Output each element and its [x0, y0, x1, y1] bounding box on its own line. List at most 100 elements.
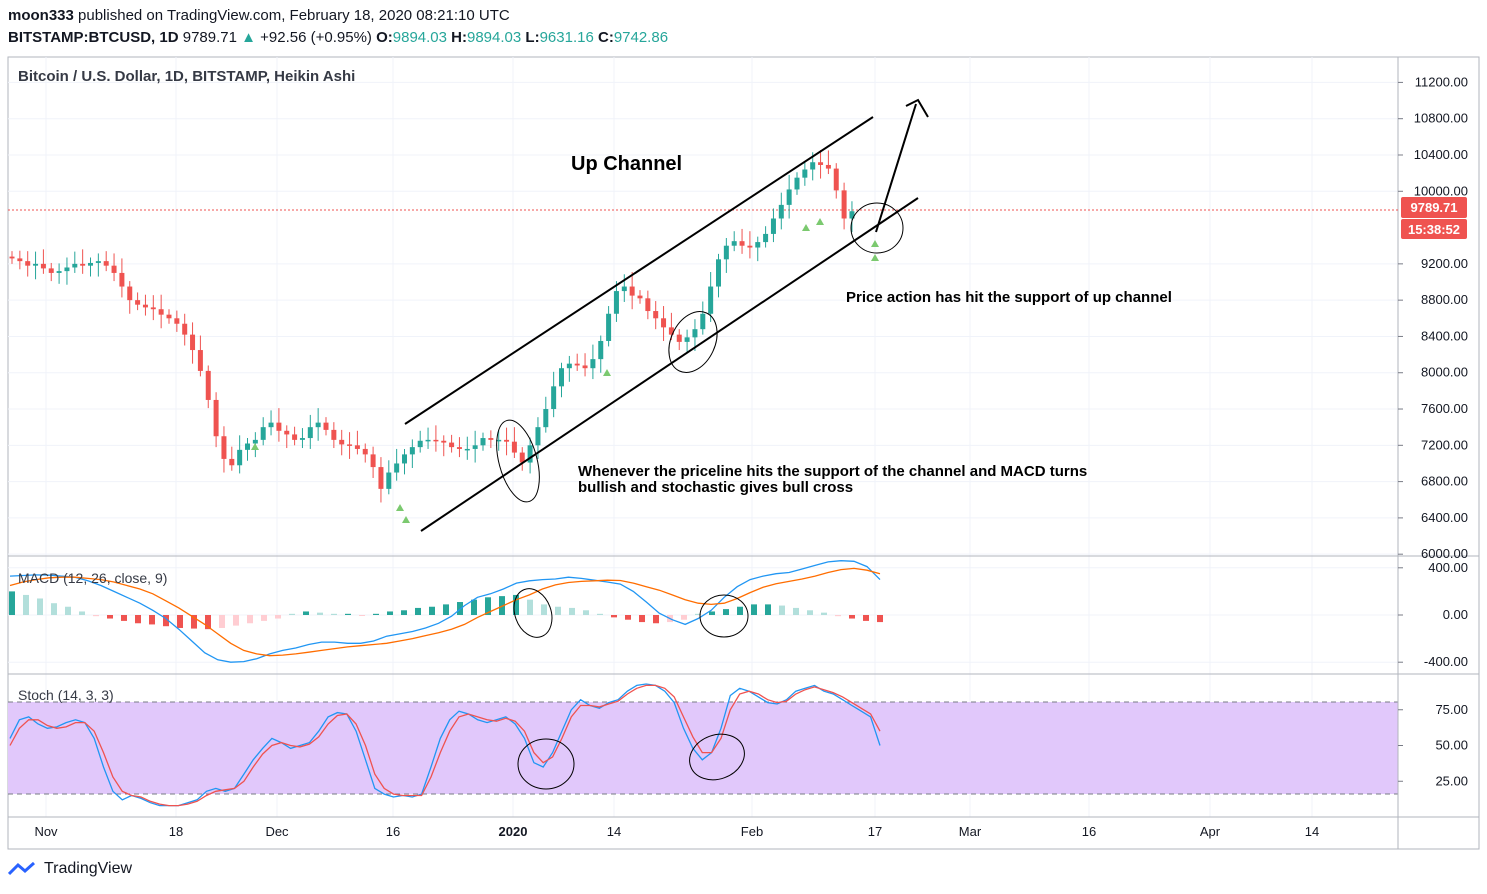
macd-bar — [387, 611, 393, 615]
macd-bar — [541, 604, 547, 615]
time-axis: Nov 18 Dec 16 2020 14 Feb 17 Mar 16 Apr 14 — [34, 824, 1319, 839]
candle-body — [629, 286, 635, 296]
macd-bar — [877, 615, 883, 623]
breakout-arrow-line[interactable] — [875, 103, 917, 233]
candle-body — [833, 168, 839, 191]
x-tick-label: 16 — [386, 824, 400, 839]
x-tick-label: 2020 — [499, 824, 528, 839]
macd-bar — [135, 615, 141, 624]
high-label: H: — [451, 29, 467, 46]
last-price-tag-label: 9789.71 — [1411, 200, 1458, 215]
candle-body — [119, 272, 125, 287]
triangle-up-icon — [402, 516, 410, 523]
macd-title: MACD (12, 26, close, 9) — [18, 570, 167, 586]
author-name[interactable]: moon333 — [8, 7, 74, 24]
candle-body — [590, 359, 596, 369]
candle-body — [158, 309, 164, 315]
x-tick-label: 17 — [868, 824, 882, 839]
candle-body — [48, 268, 54, 273]
candle-body — [354, 445, 360, 449]
candle-body — [64, 267, 70, 272]
macd-bar — [723, 609, 729, 615]
candle-body — [786, 189, 792, 205]
candle-body — [684, 337, 690, 342]
indicator-lines — [9, 560, 881, 807]
macd-bar — [149, 615, 155, 625]
open-value: 9894.03 — [392, 29, 447, 46]
support-circle-2[interactable] — [660, 304, 727, 381]
macd-bar — [9, 591, 15, 615]
candle-body — [190, 334, 196, 351]
macd-bar — [107, 615, 113, 619]
candle-body — [417, 440, 423, 448]
footer-brand[interactable]: TradingView — [8, 860, 132, 878]
signal-line — [9, 567, 881, 657]
candle-body — [653, 311, 659, 319]
candle-body — [362, 448, 368, 455]
stoch-circle-1[interactable] — [517, 738, 575, 790]
macd-bar — [863, 615, 869, 621]
macd-circle-1[interactable] — [508, 583, 559, 642]
candle-body — [9, 256, 15, 259]
candle-body — [150, 307, 156, 310]
macd-bar — [513, 594, 519, 615]
channel-lower-trendline[interactable] — [420, 197, 919, 532]
candle-body — [739, 241, 745, 246]
support-circle-1[interactable] — [489, 416, 547, 507]
signal-note-line2: bullish and stochastic gives bull cross — [578, 479, 853, 496]
candle-body — [205, 370, 211, 400]
x-tick-label: Mar — [959, 824, 982, 839]
triangle-up-icon — [603, 369, 611, 376]
candle-body — [237, 449, 243, 466]
macd-bar — [65, 606, 71, 615]
countdown-tag — [1401, 219, 1467, 239]
symbol-label: BITSTAMP:BTCUSD, 1D — [8, 29, 179, 46]
macd-bar — [51, 603, 57, 615]
candles — [9, 149, 855, 503]
candle-body — [613, 291, 619, 314]
y-tick-label: 75.00 — [1435, 702, 1468, 717]
macd-bar — [289, 613, 295, 615]
support-note: Price action has hit the support of up c… — [846, 289, 1172, 306]
open-label: O: — [376, 29, 393, 46]
candle-body — [527, 445, 533, 463]
macd-bar — [205, 615, 211, 630]
candle-body — [166, 314, 172, 319]
tradingview-logo-icon — [8, 861, 35, 876]
macd-bar — [177, 615, 183, 628]
macd-bar — [681, 615, 687, 620]
candle-body — [755, 242, 761, 248]
stoch-title: Stoch (14, 3, 3) — [18, 687, 114, 703]
triangle-up-icon — [396, 504, 404, 511]
x-tick-label: Feb — [741, 824, 763, 839]
y-tick-label: 400.00 — [1428, 560, 1468, 575]
macd-bar — [163, 615, 169, 627]
candle-body — [449, 442, 455, 448]
candle-body — [307, 427, 313, 439]
high-value: 9894.03 — [467, 29, 522, 46]
candle-body — [708, 286, 714, 314]
macd-bar — [737, 606, 743, 615]
macd-bar — [415, 607, 421, 615]
channel-upper-trendline[interactable] — [404, 116, 874, 425]
candle-body — [464, 448, 470, 451]
signal-note-line1: Whenever the priceline hits the support … — [578, 463, 1087, 480]
macd-histogram — [9, 591, 883, 630]
candle-body — [252, 439, 258, 444]
candle-body — [182, 323, 188, 335]
triangle-up-icon — [871, 254, 879, 261]
candle-body — [802, 169, 808, 178]
y-tick-label: 50.00 — [1435, 738, 1468, 753]
low-value: 9631.16 — [539, 29, 594, 46]
chart-title: Bitcoin / U.S. Dollar, 1D, BITSTAMP, Hei… — [18, 68, 355, 85]
last-price: 9789.71 — [182, 29, 237, 46]
x-tick-label: 18 — [169, 824, 183, 839]
candle-body — [103, 261, 109, 266]
support-circle-3[interactable] — [850, 202, 904, 254]
macd-bar — [527, 599, 533, 615]
y-tick-label: 6000.00 — [1421, 546, 1468, 561]
y-tick-label: 6400.00 — [1421, 510, 1468, 525]
stoch-circle-2[interactable] — [683, 727, 751, 787]
macd-circle-2[interactable] — [699, 594, 749, 638]
